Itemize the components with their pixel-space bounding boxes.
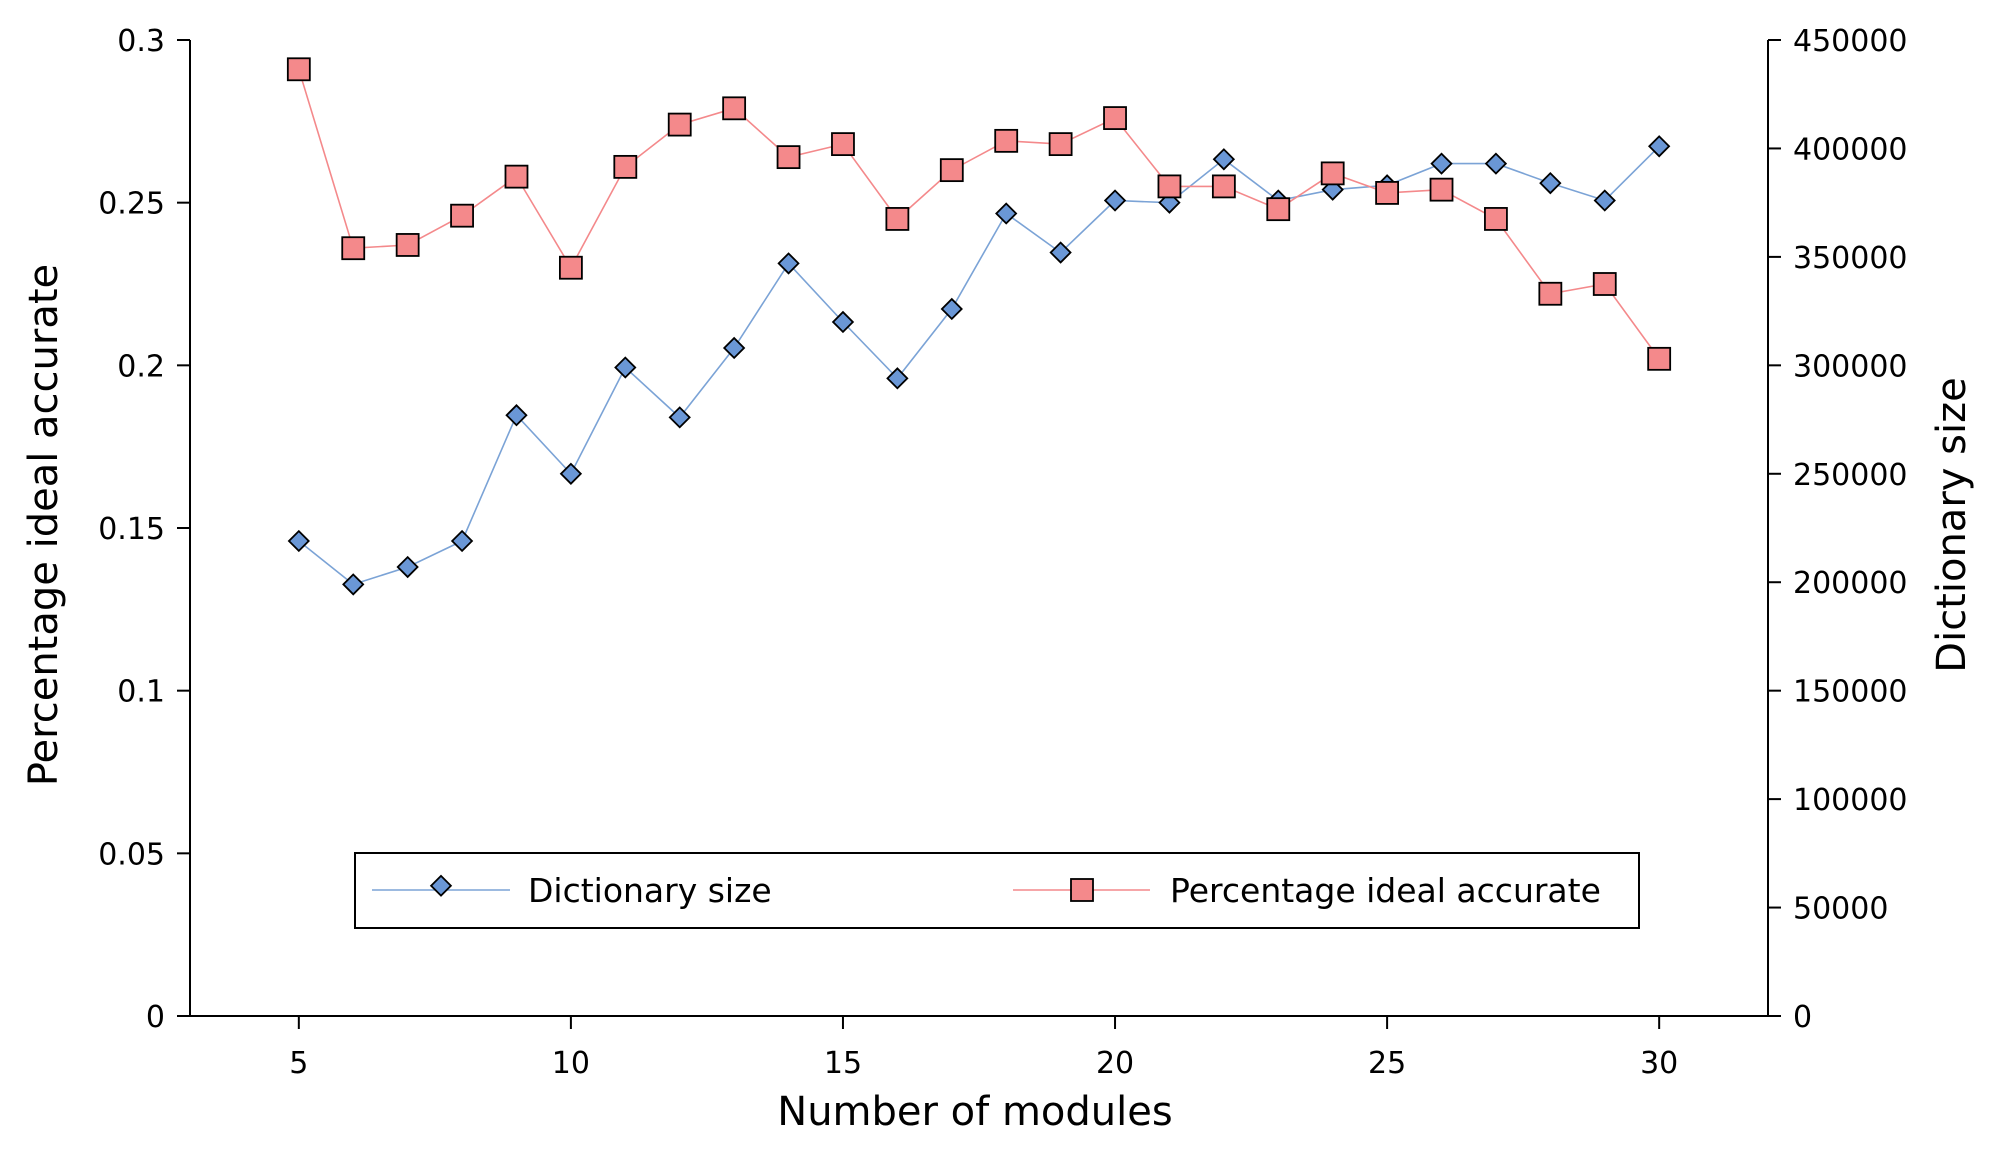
- right-y-tick-label: 100000: [1793, 783, 1908, 818]
- data-point-diamond: [1049, 241, 1072, 264]
- data-point-square: [1647, 346, 1672, 371]
- data-point-square: [1211, 174, 1236, 199]
- right-y-tick-label: 450000: [1793, 24, 1908, 59]
- data-point-square: [939, 158, 964, 183]
- right-y-tick-label: 400000: [1793, 132, 1908, 167]
- data-point-square: [831, 132, 855, 157]
- left-y-tick-label: 0: [146, 1000, 165, 1035]
- data-point-diamond: [559, 462, 583, 485]
- legend-box: [354, 852, 1640, 929]
- data-point-diamond: [396, 555, 419, 579]
- data-point-square: [1484, 207, 1508, 231]
- data-point-square: [1592, 272, 1617, 296]
- legend-percentage-ideal-accurate-marker: [1070, 878, 1094, 902]
- series-percentage-ideal-accurate: [286, 57, 1672, 371]
- data-point-square: [558, 255, 583, 280]
- data-point-square: [395, 233, 420, 257]
- data-point-square: [1320, 161, 1345, 186]
- legend: Dictionary size Percentage ideal accurat…: [354, 852, 1640, 929]
- data-point-square: [1103, 106, 1127, 130]
- series-layer: [286, 57, 1672, 596]
- x-tick-label: 30: [1640, 1046, 1678, 1081]
- left-y-tick-label: 0.25: [98, 187, 165, 222]
- legend-dictionary-size-label: Dictionary size: [528, 871, 772, 910]
- right-y-tick-label: 250000: [1793, 458, 1908, 493]
- right-y-tick-label: 350000: [1793, 241, 1908, 276]
- data-point-diamond: [668, 406, 691, 429]
- data-point-square: [667, 112, 692, 137]
- x-tick-label: 20: [1096, 1046, 1134, 1081]
- data-point-diamond: [614, 356, 637, 379]
- data-point-square: [1375, 181, 1400, 205]
- right-y-tick-label: 200000: [1793, 566, 1908, 601]
- right-y-tick-label: 50000: [1793, 892, 1888, 927]
- x-tick-label: 10: [552, 1046, 590, 1081]
- series-dictionary-size: [287, 135, 1671, 596]
- data-point-diamond: [1539, 171, 1562, 195]
- data-point-diamond: [450, 529, 474, 553]
- data-point-diamond: [287, 529, 310, 553]
- data-point-square: [722, 96, 747, 121]
- data-point-diamond: [995, 202, 1018, 225]
- left-y-tick-label: 0.3: [117, 24, 165, 59]
- data-point-square: [504, 164, 529, 189]
- data-point-square: [450, 203, 474, 228]
- x-tick-label: 5: [289, 1046, 308, 1081]
- right-y-tick-label: 0: [1793, 1000, 1812, 1035]
- left-y-tick-label: 0.15: [98, 512, 165, 547]
- data-point-diamond: [777, 252, 800, 275]
- data-point-square: [1429, 177, 1454, 202]
- data-point-diamond: [1593, 189, 1616, 212]
- data-point-diamond: [1430, 152, 1453, 175]
- x-tick-label: 15: [824, 1046, 862, 1081]
- x-axis-title: Number of modules: [777, 1089, 1172, 1135]
- data-point-diamond: [940, 297, 963, 321]
- data-point-square: [286, 57, 311, 82]
- data-point-diamond: [342, 573, 365, 596]
- data-point-square: [1266, 197, 1291, 222]
- data-point-diamond: [1212, 148, 1236, 171]
- data-point-diamond: [505, 404, 528, 427]
- x-tick-label: 25: [1368, 1046, 1406, 1081]
- data-point-square: [613, 154, 638, 179]
- data-point-diamond: [1648, 135, 1671, 158]
- data-point-square: [1538, 281, 1563, 306]
- data-point-diamond: [831, 310, 855, 334]
- left-y-axis-title: Percentage ideal accurate: [21, 264, 67, 786]
- series-line-dictionary-size: [298, 145, 1660, 586]
- data-point-square: [885, 207, 910, 231]
- left-y-tick-label: 0.05: [98, 837, 165, 872]
- data-point-square: [1157, 174, 1182, 199]
- data-point-diamond: [1103, 189, 1127, 212]
- data-point-diamond: [886, 367, 909, 390]
- data-point-square: [1048, 132, 1073, 157]
- left-y-tick-label: 0.2: [117, 349, 165, 384]
- data-point-diamond: [722, 336, 746, 360]
- data-point-diamond: [1484, 152, 1508, 175]
- data-point-square: [776, 145, 801, 170]
- right-y-axis-title: Dictionary size: [1929, 377, 1975, 672]
- right-y-tick-label: 300000: [1793, 349, 1908, 384]
- legend-dictionary-size-marker: [429, 874, 453, 897]
- right-y-tick-label: 150000: [1793, 675, 1908, 710]
- left-y-tick-label: 0.1: [117, 675, 165, 710]
- series-line-percentage-ideal-accurate: [298, 69, 1660, 360]
- data-point-square: [994, 128, 1019, 153]
- data-point-square: [341, 236, 366, 261]
- axes: 5 10 15 20 25 30 0 0.05 0.1 0.15 0.2 0.25 0.3 0 50000 1…: [98, 24, 1907, 1081]
- legend-percentage-ideal-accurate-label: Percentage ideal accurate: [1170, 871, 1601, 910]
